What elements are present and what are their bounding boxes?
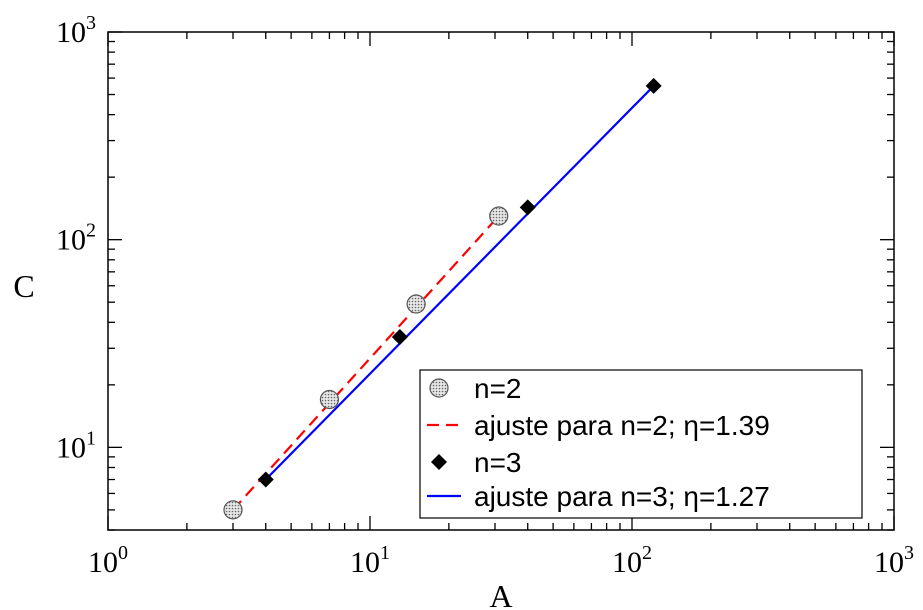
x-tick-labels: 100 101 102 103: [88, 542, 914, 579]
data-point: [319, 389, 340, 410]
legend-marker: [429, 378, 449, 398]
y-tick-label: 102: [56, 220, 96, 257]
x-tick-label: 103: [874, 542, 914, 579]
data-point: [223, 500, 243, 520]
x-tick-label: 102: [612, 542, 652, 579]
x-axis-label: A: [489, 578, 512, 610]
plot-frame: [107, 31, 895, 531]
legend-label: ajuste para n=3; η=1.27: [474, 481, 770, 512]
legend-label: n=3: [474, 447, 522, 478]
y-tick-labels: 101 102 103: [56, 12, 96, 464]
x-tick-label: 100: [88, 542, 128, 579]
fit-lines: [232, 85, 655, 511]
legend-label: n=2: [474, 373, 522, 404]
x-tick-label: 101: [350, 542, 390, 579]
data-point: [489, 206, 509, 226]
data-point: [406, 294, 426, 314]
legend-box: [419, 369, 863, 519]
y-axis-label: C: [13, 268, 34, 304]
data-point: [391, 328, 408, 345]
y-tick-label: 103: [56, 12, 96, 49]
data-point: [519, 199, 536, 216]
data-point: [645, 77, 662, 94]
data-point: [257, 471, 274, 488]
fit-line: [232, 215, 500, 511]
legend-marker: [431, 454, 447, 470]
y-tick-label: 101: [56, 427, 96, 464]
legend-label: ajuste para n=2; η=1.39: [474, 410, 770, 441]
data-points: [223, 77, 662, 520]
fit-line: [264, 85, 655, 481]
axis-ticks: [107, 31, 895, 531]
